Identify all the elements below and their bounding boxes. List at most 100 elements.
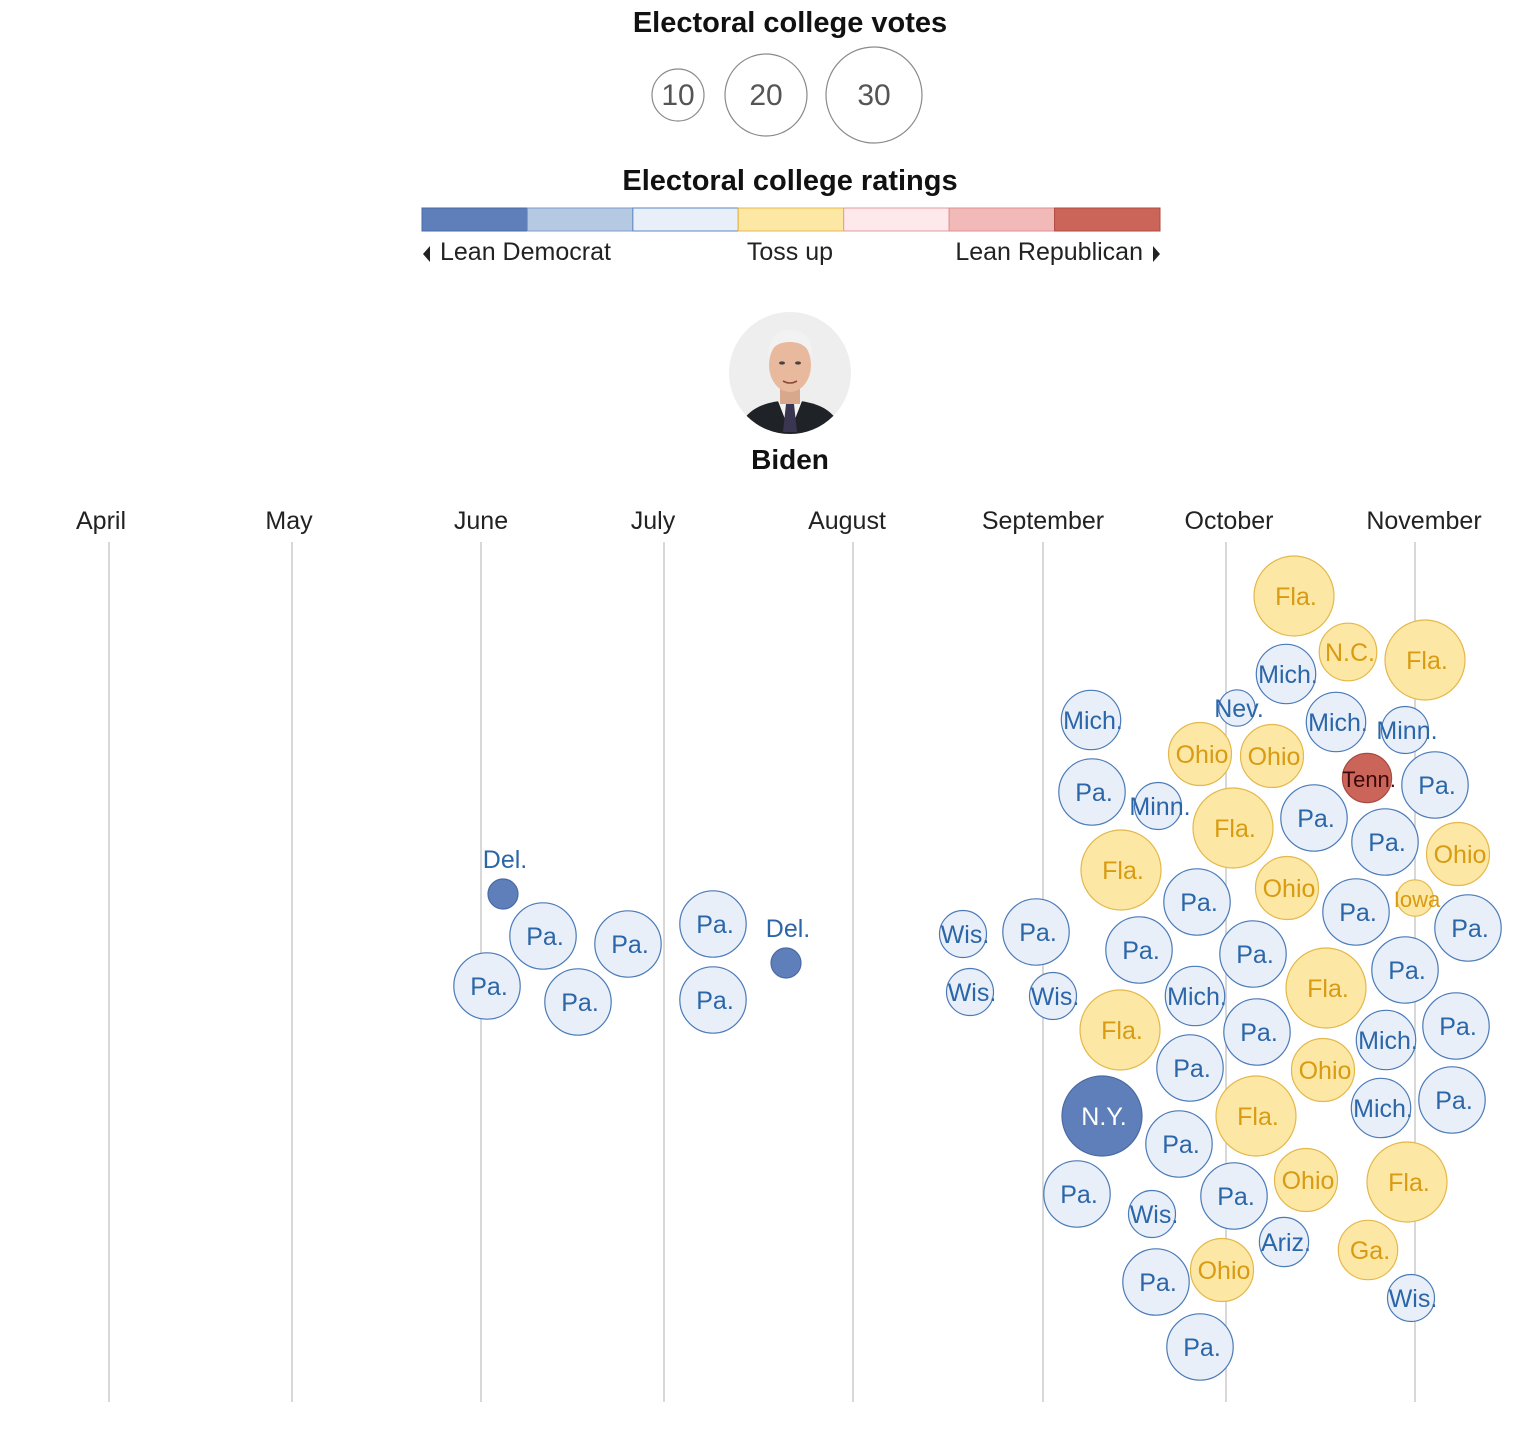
visit-bubble-label: Pa. [470,973,508,1001]
visit-bubble-label: Mich. [1353,1095,1413,1123]
left-arrow-icon [423,246,430,262]
visit-bubble [1371,936,1439,1004]
visit-bubble-label: Wis. [941,921,990,949]
rating-swatch-7 [1054,207,1161,232]
visit-bubble [1396,879,1434,917]
size-legend: Electoral college votes 10 20 30 [633,7,947,144]
right-arrow-icon [1153,246,1160,262]
visit-bubble [594,910,662,978]
visit-bubble-label: Pa. [1173,1055,1211,1083]
rating-label-toss-up: Toss up [747,238,833,266]
visit-bubble-label: Fla. [1388,1169,1430,1197]
visit-bubble-label: Fla. [1406,647,1448,675]
visit-bubble [1002,898,1070,966]
month-label-october: October [1185,507,1274,535]
visit-bubble [945,967,995,1017]
visit-bubble [1255,643,1317,705]
visit-bubble-label: Pa. [1439,1013,1477,1041]
visit-bubble [1384,619,1466,701]
visit-bubble [1192,787,1274,869]
visit-bubble [487,878,519,910]
size-legend-label-20: 20 [749,79,782,112]
visit-bubble-label: Pa. [526,923,564,951]
month-label-june: June [454,507,508,535]
visit-bubble [1239,723,1305,789]
visit-bubble [1079,989,1161,1071]
visit-bubble-label: Fla. [1275,583,1317,611]
rating-swatch-2 [526,207,634,232]
visit-bubble [1401,751,1469,819]
visit-bubble [1290,1037,1356,1103]
visit-bubble-label: Pa. [1060,1181,1098,1209]
visit-bubble [1253,555,1335,637]
visit-bubble-label: Fla. [1237,1103,1279,1131]
visit-bubble [1351,808,1419,876]
visit-bubble [1355,1009,1417,1071]
visit-bubble-label: Nev. [1214,695,1264,723]
visit-bubble [938,909,988,959]
size-legend-label-10: 10 [661,79,694,112]
visit-bubble-label: Fla. [1102,857,1144,885]
visit-bubble-label: Pa. [1418,772,1456,800]
visit-bubble [679,890,747,958]
ratings-legend-title: Electoral college ratings [622,165,957,197]
visit-bubble [1285,947,1367,1029]
visit-bubble [1061,1075,1143,1157]
visit-bubble-label: Pa. [611,931,649,959]
rating-label-lean-democrat: Lean Democrat [440,238,611,266]
visit-bubble-label: Iowa [1394,887,1441,912]
visit-bubble-label: Pa. [1180,889,1218,917]
visit-bubble-label: Pa. [1297,805,1335,833]
visit-bubble-label: Wis. [948,979,997,1007]
visit-bubble-label: Del. [483,846,527,874]
visit-bubble-label: Pa. [1139,1269,1177,1297]
visit-bubble [1219,920,1287,988]
visit-bubble [1254,855,1320,921]
month-label-november: November [1366,507,1481,535]
visit-bubble [1127,1189,1177,1239]
visit-bubble-label: Mich. [1358,1027,1418,1055]
visit-bubble [1280,784,1348,852]
visit-bubble-label: Fla. [1307,975,1349,1003]
visit-bubble-label: Pa. [1217,1183,1255,1211]
visit-bubble [1189,1237,1255,1303]
size-legend-title: Electoral college votes [633,7,947,39]
visit-bubble-label: Ohio [1176,741,1229,769]
visit-bubble-label: Fla. [1101,1017,1143,1045]
visit-bubble [1350,1077,1412,1139]
visit-bubble [1060,689,1122,751]
visit-bubble [1318,622,1378,682]
visit-bubble [679,966,747,1034]
visit-bubble [1425,821,1491,887]
visit-bubble [1223,998,1291,1066]
visit-bubble [770,947,802,979]
visit-bubble [453,952,521,1020]
visit-bubble [1145,1110,1213,1178]
month-label-september: September [982,507,1104,535]
visit-bubbles: Del. Pa. Pa. Pa. Pa. Pa. Pa. Del. Wis. Wis. Pa. Wis… [453,555,1502,1381]
visit-bubble [1215,1075,1297,1157]
visit-bubble-label: Pa. [1388,957,1426,985]
visit-bubble-label: Pa. [1075,779,1113,807]
rating-label-lean-republican: Lean Republican [955,238,1143,266]
visit-bubble [1080,829,1162,911]
month-label-july: July [631,507,676,535]
visit-bubble-label: Wis. [1031,983,1080,1011]
month-label-april: April [76,507,126,535]
visit-bubble-label: Pa. [1183,1334,1221,1362]
rating-color-bar [421,207,1161,232]
month-label-august: August [808,507,886,535]
visit-bubble-label: Pa. [1339,899,1377,927]
visit-bubble [1043,1160,1111,1228]
visit-bubble [1434,894,1502,962]
visit-bubble [1380,705,1430,755]
rating-swatch-4 [737,207,845,232]
visit-bubble [1200,1162,1268,1230]
visit-bubble [1156,1034,1224,1102]
visit-bubble-label: Mich. [1063,707,1123,735]
visit-bubble-label: N.C. [1325,639,1375,667]
visit-bubble [1058,758,1126,826]
visit-bubble-label: Pa. [696,911,734,939]
visit-bubble [1166,1313,1234,1381]
